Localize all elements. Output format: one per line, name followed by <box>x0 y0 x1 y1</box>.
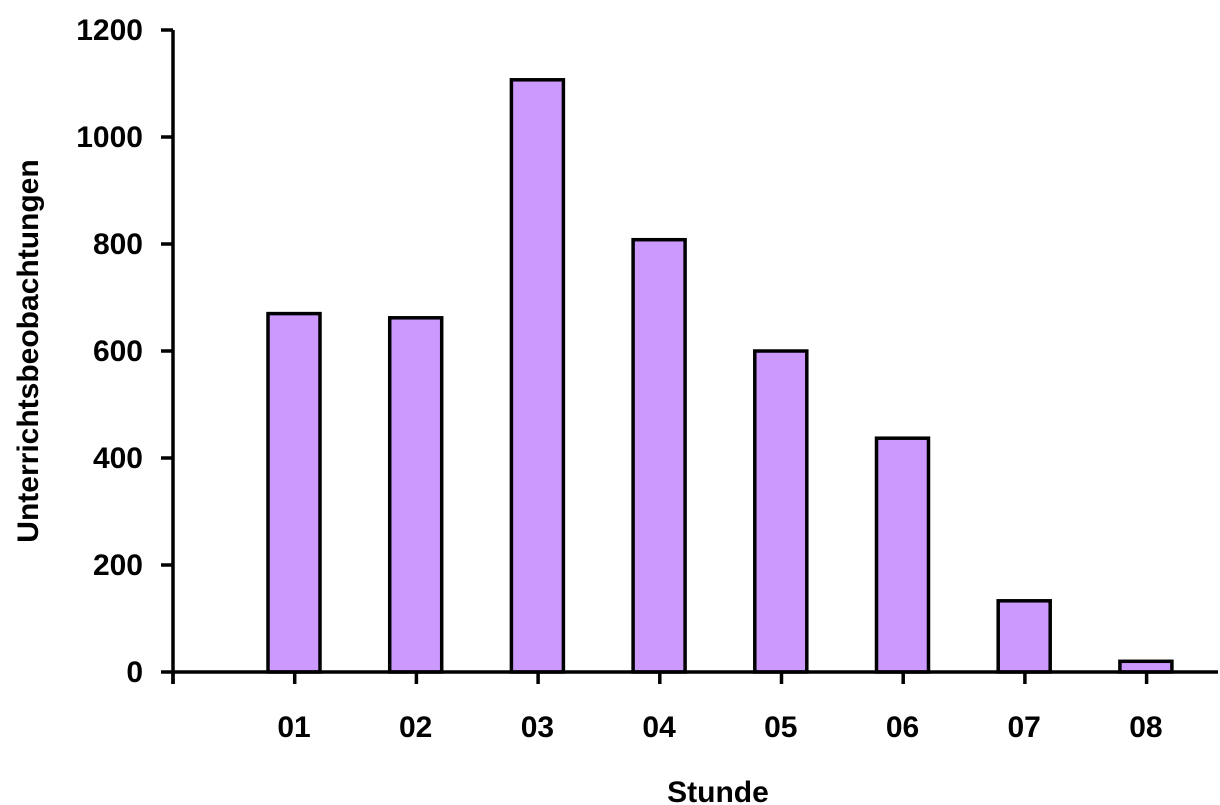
x-tick-label-03: 03 <box>521 711 554 744</box>
y-tick-label-800: 800 <box>93 228 143 261</box>
bar-06 <box>874 436 931 674</box>
y-tick-label-600: 600 <box>93 335 143 368</box>
bar-03 <box>509 78 566 674</box>
x-tick-label-07: 07 <box>1008 711 1041 744</box>
y-tick-label-1200: 1200 <box>76 14 143 47</box>
x-tick-label-05: 05 <box>764 711 797 744</box>
y-axis-title: Unterrichtsbeobachtungen <box>12 159 45 542</box>
x-tick-label-08: 08 <box>1129 711 1162 744</box>
x-tick-label-06: 06 <box>886 711 919 744</box>
bar-05 <box>753 349 809 674</box>
y-tick-label-0: 0 <box>126 656 143 689</box>
y-tick-label-1000: 1000 <box>76 121 143 154</box>
axes-layer: 0 200 400 600 800 1000 1200 01 02 03 04 05 06 07 08 <box>76 14 1218 744</box>
y-tick-label-200: 200 <box>93 549 143 582</box>
bar-02 <box>387 316 444 674</box>
bar-04 <box>631 237 687 674</box>
x-tick-label-04: 04 <box>642 711 676 744</box>
bar-01 <box>266 311 322 674</box>
bars-layer <box>266 78 1174 674</box>
x-axis-title: Stunde <box>667 776 769 805</box>
y-tick-label-400: 400 <box>93 442 143 475</box>
bar-07 <box>996 599 1052 674</box>
x-tick-label-01: 01 <box>277 711 310 744</box>
x-tick-label-02: 02 <box>399 711 432 744</box>
